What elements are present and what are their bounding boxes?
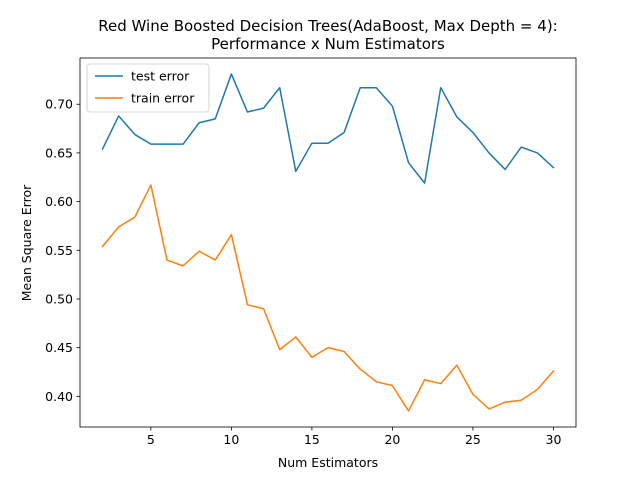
series-line-test-error [101,73,555,184]
legend-label-train-error: train error [131,91,195,106]
y-tick-label: 0.45 [45,340,73,355]
y-tick-label: 0.55 [45,243,73,258]
plot-lines [101,73,555,412]
y-tick-label: 0.50 [45,291,73,306]
y-tick-label: 0.40 [45,389,73,404]
x-tick-label: 30 [546,432,562,447]
x-tick-label: 25 [465,432,481,447]
axis-ticks: 5 10 15 20 25 30 0.40 0.45 0.50 0.55 0.60 0.65 0.70 [45,97,561,447]
y-axis-label: Mean Square Error [19,184,34,301]
chart-title-line1: Red Wine Boosted Decision Trees(AdaBoost… [98,17,557,35]
y-tick-label: 0.65 [45,145,73,160]
x-axis-label: Num Estimators [278,455,378,470]
y-tick-label: 0.70 [45,97,73,112]
x-tick-label: 20 [384,432,400,447]
x-tick-label: 15 [304,432,320,447]
chart-title-line2: Performance x Num Estimators [211,35,445,53]
legend: test error train error [86,63,210,113]
x-tick-label: 5 [147,432,155,447]
x-tick-label: 10 [223,432,239,447]
y-tick-label: 0.60 [45,194,73,209]
series-line-train-error [101,184,555,412]
legend-label-test-error: test error [131,69,190,84]
axes-frame [79,57,577,428]
